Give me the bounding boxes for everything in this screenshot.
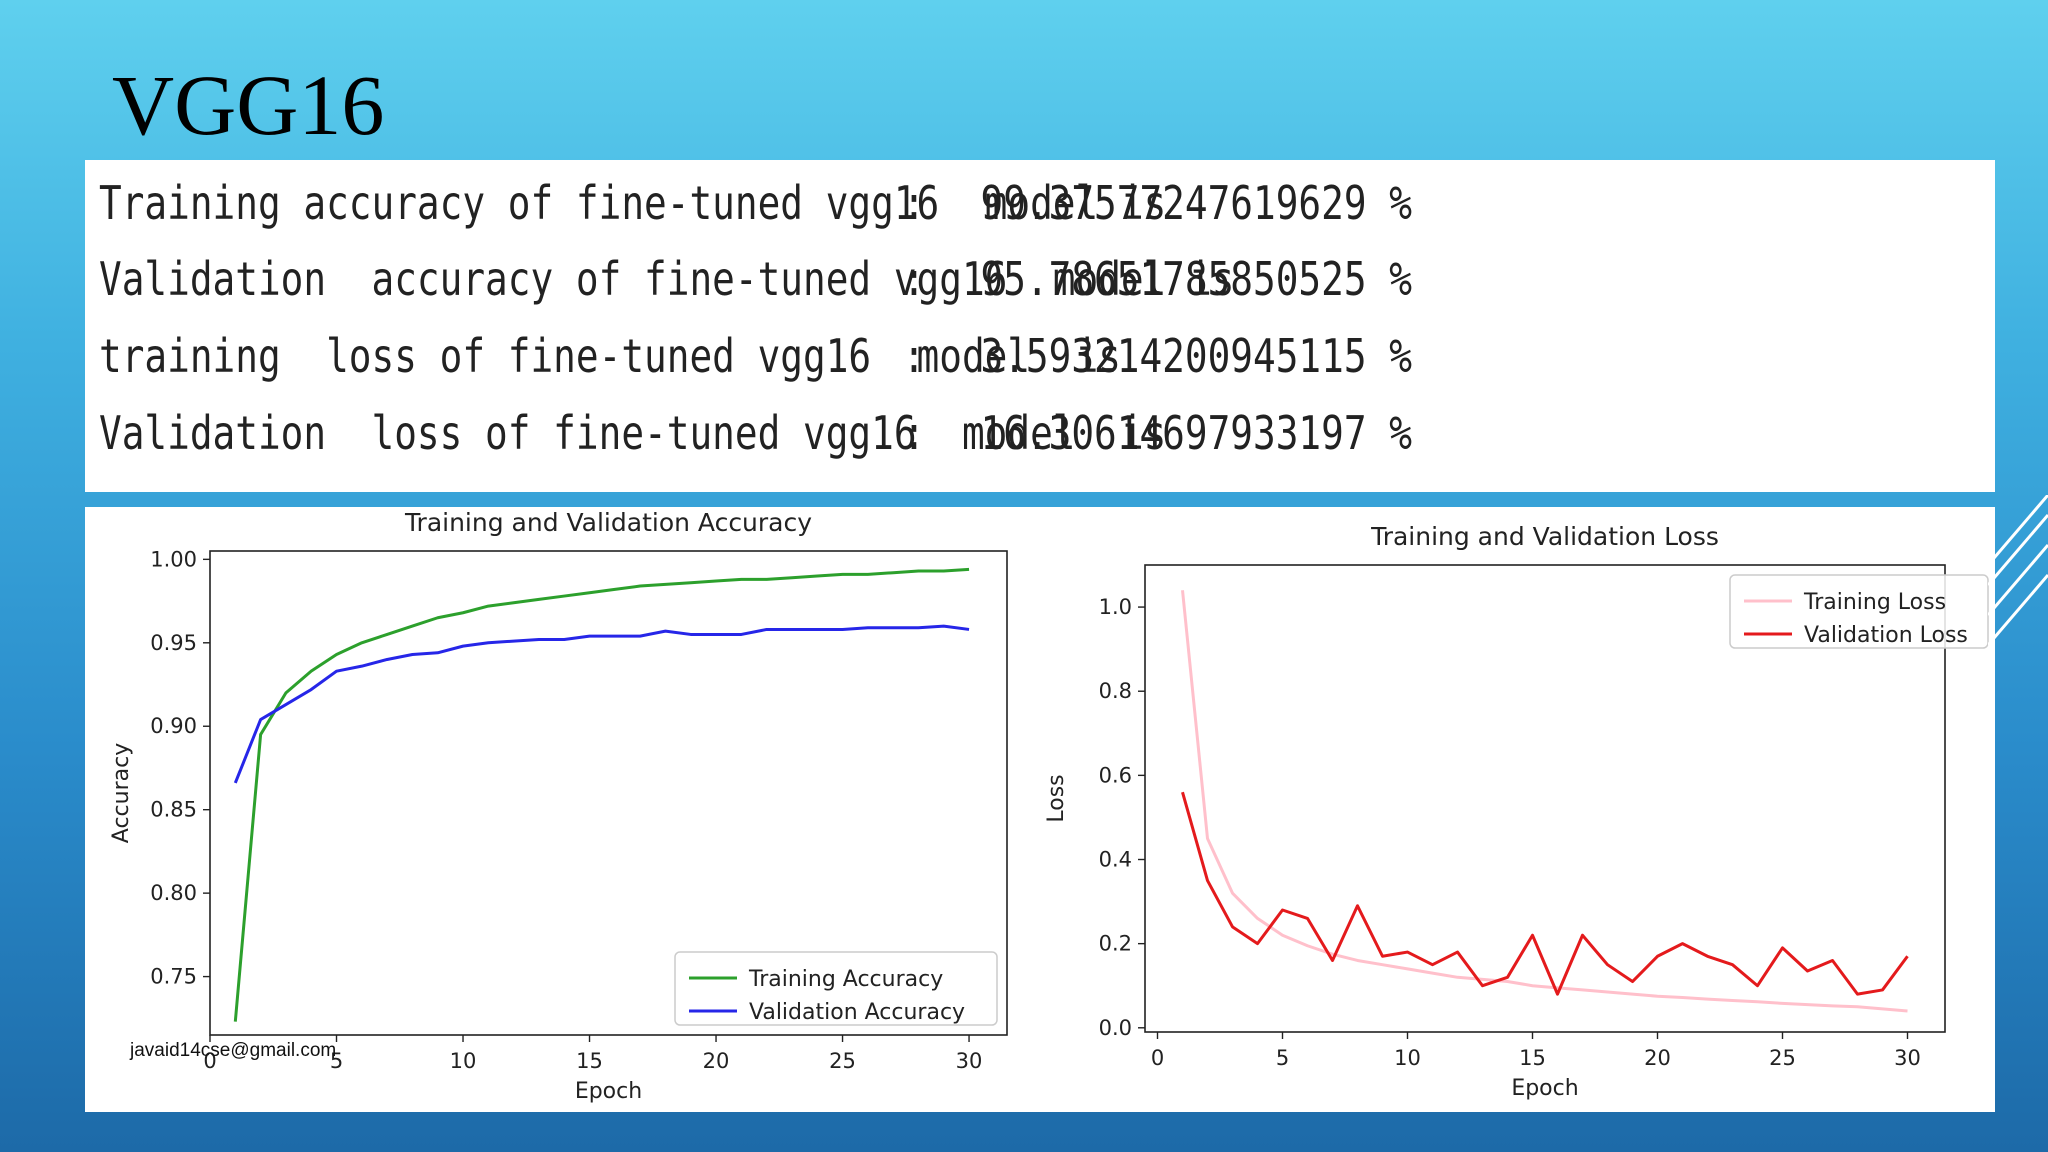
chart-title: Training and Validation Loss [1370,522,1719,551]
x-tick-label: 30 [1894,1046,1921,1070]
y-tick-label: 0.90 [150,714,197,738]
y-axis-label: Loss [1045,774,1069,822]
stat-separator: : [902,329,926,383]
x-tick-label: 20 [703,1049,730,1073]
stat-value: 3.593214200945115 % [980,329,1412,383]
stat-label: Validation accuracy of fine-tuned vgg16 … [99,252,1235,306]
stat-line: training loss of fine-tuned vgg16 model … [99,321,1412,391]
x-tick-label: 20 [1644,1046,1671,1070]
stat-separator: : [902,176,926,230]
stat-label: Validation loss of fine-tuned vgg16 mode… [99,406,1167,460]
y-tick-label: 0.80 [150,881,197,905]
y-tick-label: 0.4 [1099,848,1132,872]
y-tick-label: 0.2 [1099,932,1132,956]
stat-label: training loss of fine-tuned vgg16 model … [99,329,1121,383]
legend-label: Training Accuracy [748,967,943,992]
x-tick-label: 10 [450,1049,477,1073]
x-tick-label: 25 [1769,1046,1796,1070]
stat-separator: : [902,252,926,306]
footer-email: javaid14cse@gmail.com [130,1040,337,1061]
stat-value: 95.78651785850525 % [980,252,1412,306]
legend-label: Validation Loss [1804,623,1968,648]
stats-panel: Training accuracy of fine-tuned vgg16 mo… [85,160,1995,492]
y-tick-label: 0.95 [150,631,197,655]
series-line-training_accuracy [233,567,970,1022]
series-line-validation_accuracy [233,624,970,784]
stat-separator: : [902,406,926,460]
stat-line: Training accuracy of fine-tuned vgg16 mo… [99,168,1412,238]
decorative-stripes [1988,495,2048,646]
y-tick-label: 0.6 [1099,763,1132,787]
slide-title: VGG16 [112,57,385,153]
x-tick-label: 15 [1519,1046,1546,1070]
x-tick-label: 15 [576,1049,603,1073]
legend-label: Training Loss [1803,590,1946,615]
x-tick-label: 5 [330,1049,343,1073]
y-tick-label: 0.8 [1099,679,1132,703]
x-tick-label: 5 [1276,1046,1289,1070]
x-tick-label: 0 [203,1049,216,1073]
legend-box [1729,574,1989,649]
series-line-training_loss [1181,590,1908,1013]
stat-value: 16.30614697933197 % [980,406,1412,460]
stat-value: 99.37577247619629 % [980,176,1412,230]
stat-line: Validation loss of fine-tuned vgg16 mode… [99,398,1412,468]
x-axis-label: Epoch [1511,1076,1578,1101]
loss-chart: Training and Validation Loss 0 5 10 15 20 25 30… [1045,522,1989,1101]
charts-panel: Training and Validation Accuracy 0 5 10 15 20… [85,507,1995,1112]
plot-frame [1144,564,1946,1033]
legend-label: Validation Accuracy [749,1000,965,1025]
x-tick-label: 25 [829,1049,856,1073]
y-tick-label: 1.0 [1099,595,1132,619]
accuracy-chart: Training and Validation Accuracy 0 5 10 15 20… [109,508,1008,1104]
x-tick-label: 30 [956,1049,983,1073]
y-axis-label: Accuracy [109,743,134,843]
y-tick-label: 1.00 [150,547,197,571]
x-tick-label: 0 [1151,1046,1164,1070]
plot-frame [209,550,1008,1036]
legend-box [674,951,998,1026]
stat-line: Validation accuracy of fine-tuned vgg16 … [99,244,1412,314]
y-tick-label: 0.85 [150,798,197,822]
series-line-validation_loss [1181,791,1909,996]
x-tick-label: 10 [1394,1046,1421,1070]
stat-label: Training accuracy of fine-tuned vgg16 mo… [99,176,1167,230]
x-axis-label: Epoch [575,1079,642,1104]
y-tick-label: 0.75 [150,965,197,989]
y-tick-label: 0.0 [1099,1016,1132,1040]
chart-title: Training and Validation Accuracy [404,508,812,537]
